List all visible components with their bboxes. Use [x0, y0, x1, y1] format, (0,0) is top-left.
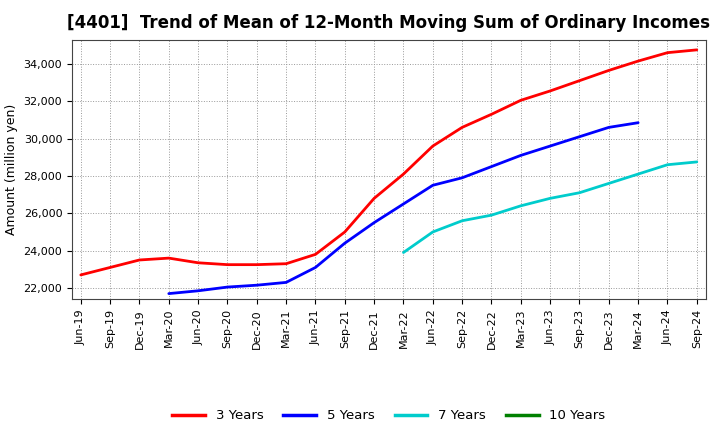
7 Years [516, 203, 525, 209]
5 Years [458, 175, 467, 180]
3 Years [546, 88, 554, 94]
3 Years [282, 261, 290, 266]
5 Years [164, 291, 173, 296]
7 Years [458, 218, 467, 224]
5 Years [428, 183, 437, 188]
Legend: 3 Years, 5 Years, 7 Years, 10 Years: 3 Years, 5 Years, 7 Years, 10 Years [167, 404, 611, 428]
3 Years [399, 172, 408, 177]
3 Years [311, 252, 320, 257]
Line: 7 Years: 7 Years [403, 162, 697, 253]
3 Years [634, 59, 642, 64]
5 Years [546, 143, 554, 149]
7 Years [399, 250, 408, 255]
7 Years [546, 196, 554, 201]
3 Years [223, 262, 232, 267]
5 Years [223, 284, 232, 290]
3 Years [370, 196, 379, 201]
5 Years [253, 282, 261, 288]
3 Years [135, 257, 144, 263]
3 Years [487, 112, 496, 117]
7 Years [487, 213, 496, 218]
3 Years [106, 265, 114, 270]
3 Years [164, 256, 173, 261]
5 Years [194, 288, 202, 293]
3 Years [253, 262, 261, 267]
5 Years [575, 134, 584, 139]
3 Years [663, 50, 672, 55]
5 Years [341, 241, 349, 246]
5 Years [311, 265, 320, 270]
7 Years [693, 159, 701, 165]
Y-axis label: Amount (million yen): Amount (million yen) [5, 104, 18, 235]
7 Years [575, 190, 584, 195]
5 Years [399, 202, 408, 207]
Title: [4401]  Trend of Mean of 12-Month Moving Sum of Ordinary Incomes: [4401] Trend of Mean of 12-Month Moving … [67, 15, 711, 33]
5 Years [634, 120, 642, 125]
7 Years [634, 172, 642, 177]
3 Years [605, 68, 613, 73]
3 Years [458, 125, 467, 130]
3 Years [76, 272, 85, 278]
5 Years [605, 125, 613, 130]
3 Years [693, 47, 701, 52]
7 Years [428, 229, 437, 235]
5 Years [282, 280, 290, 285]
3 Years [516, 98, 525, 103]
Line: 5 Years: 5 Years [168, 123, 638, 293]
5 Years [370, 220, 379, 225]
Line: 3 Years: 3 Years [81, 50, 697, 275]
3 Years [428, 143, 437, 149]
3 Years [194, 260, 202, 265]
5 Years [516, 153, 525, 158]
3 Years [575, 78, 584, 83]
7 Years [605, 181, 613, 186]
7 Years [663, 162, 672, 167]
3 Years [341, 229, 349, 235]
5 Years [487, 164, 496, 169]
